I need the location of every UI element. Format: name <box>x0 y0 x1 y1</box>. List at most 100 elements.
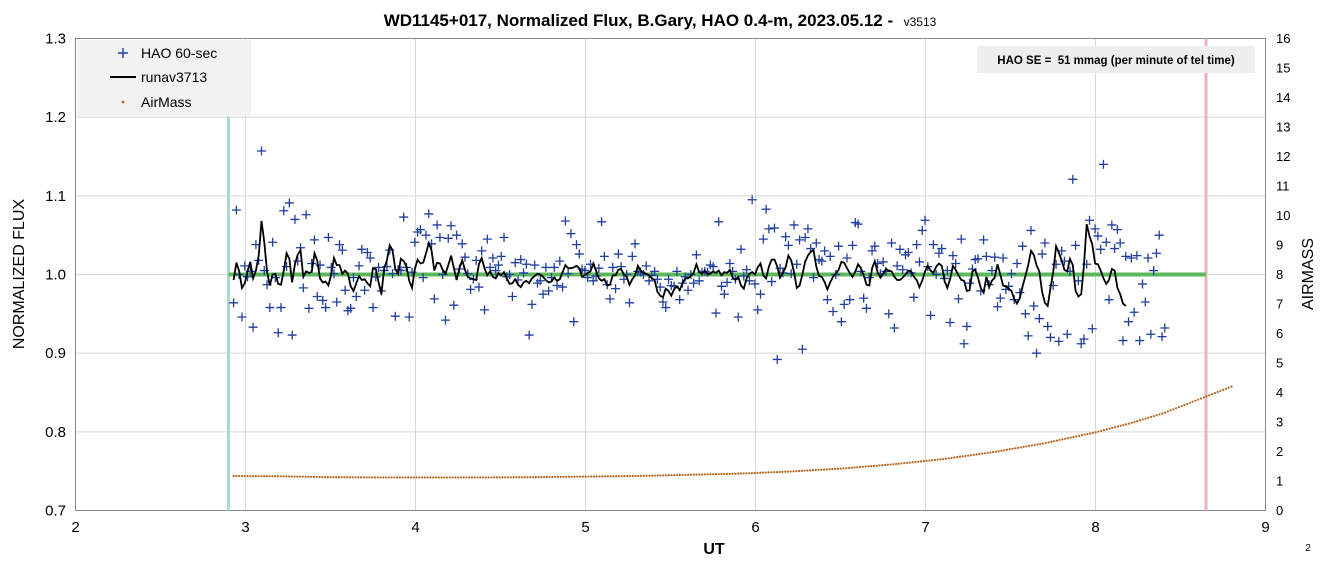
airmass-point <box>900 462 903 465</box>
flux-point <box>374 262 384 272</box>
flux-point <box>998 253 1008 263</box>
flux-point <box>268 237 278 247</box>
flux-point <box>979 235 989 245</box>
flux-point <box>480 305 490 315</box>
airmass-point <box>542 475 546 479</box>
flux-point <box>1143 253 1153 263</box>
flux-point <box>853 219 863 229</box>
airmass-point <box>498 476 501 479</box>
x-tick-label: 2 <box>71 519 79 536</box>
flux-point <box>566 229 576 239</box>
x-tick-label: 9 <box>1261 519 1269 536</box>
airmass-point <box>559 475 562 478</box>
flux-point <box>1026 225 1036 235</box>
flux-point <box>524 330 534 340</box>
flux-point <box>321 303 331 313</box>
flux-point <box>722 277 732 287</box>
flux-point <box>1110 244 1120 254</box>
flux-point <box>783 240 793 250</box>
airmass-point <box>975 453 978 456</box>
airmass-point <box>531 476 535 479</box>
airmass-point <box>1136 420 1139 423</box>
flux-point <box>747 195 757 205</box>
flux-point <box>1079 334 1089 344</box>
flux-point <box>471 255 481 265</box>
airmass-point <box>617 475 621 478</box>
flux-point <box>878 257 888 267</box>
flux-point <box>903 247 913 257</box>
airmass-point <box>310 475 313 478</box>
flux-point <box>627 251 637 261</box>
flux-point <box>708 262 718 272</box>
airmass-point <box>656 474 659 477</box>
airmass-point <box>961 455 964 458</box>
airmass-point <box>1086 432 1089 436</box>
flux-point <box>691 250 701 260</box>
airmass-point <box>346 476 349 479</box>
airmass-point <box>393 476 396 479</box>
flux-point <box>1085 215 1095 225</box>
airmass-point <box>282 475 285 478</box>
airmass-point <box>662 474 665 477</box>
airmass-point <box>1041 442 1045 445</box>
airmass-point <box>578 475 582 478</box>
flux-point <box>608 262 618 272</box>
airmass-point <box>875 464 878 467</box>
airmass-point <box>1100 429 1103 432</box>
airmass-point <box>1094 431 1097 434</box>
airmass-point <box>637 474 640 478</box>
y2-tick-label: 12 <box>1276 149 1290 164</box>
airmass-point <box>1141 418 1144 421</box>
airmass-point <box>246 474 249 478</box>
airmass-point <box>1047 441 1050 444</box>
airmass-point <box>1116 425 1119 428</box>
airmass-point <box>360 476 363 479</box>
airmass-point <box>775 470 779 474</box>
flux-point <box>1160 323 1170 333</box>
airmass-point <box>1119 424 1122 427</box>
flux-point <box>340 285 350 295</box>
flux-point <box>937 244 947 254</box>
flux-point <box>558 282 568 292</box>
flux-point <box>477 246 487 256</box>
airmass-point <box>299 475 302 478</box>
airmass-point <box>484 476 487 479</box>
airmass-point <box>1227 386 1230 389</box>
airmass-point <box>445 476 449 479</box>
airmass-point <box>736 472 740 475</box>
airmass-point <box>872 464 876 468</box>
flux-point <box>240 261 250 271</box>
airmass-point <box>1019 446 1022 449</box>
flux-point <box>335 240 345 250</box>
airmass-point <box>692 473 695 476</box>
airmass-point <box>897 462 900 465</box>
airmass-point <box>1216 390 1219 394</box>
flux-point <box>404 312 414 322</box>
flux-point <box>956 234 966 244</box>
flux-point <box>809 273 819 283</box>
airmass-point <box>731 472 734 475</box>
airmass-point <box>412 476 415 479</box>
flux-point <box>993 302 1003 312</box>
airmass-point <box>332 476 335 479</box>
flux-point <box>822 295 832 305</box>
flux-point <box>460 252 470 262</box>
x-tick-label: 6 <box>751 519 759 536</box>
flux-point <box>443 233 453 243</box>
flux-point <box>1104 295 1114 305</box>
flux-point <box>346 303 356 313</box>
airmass-point <box>545 475 548 479</box>
airmass-point <box>562 475 565 478</box>
airmass-point <box>809 469 812 472</box>
airmass-point <box>664 474 668 477</box>
airmass-point <box>337 476 341 479</box>
flux-point <box>973 254 983 264</box>
flux-point <box>1135 336 1145 346</box>
airmass-point <box>745 472 748 475</box>
airmass-point <box>894 462 898 466</box>
airmass-point <box>795 470 798 473</box>
flux-point <box>1126 253 1136 263</box>
flux-point <box>440 315 450 325</box>
flux-point <box>1137 279 1147 289</box>
